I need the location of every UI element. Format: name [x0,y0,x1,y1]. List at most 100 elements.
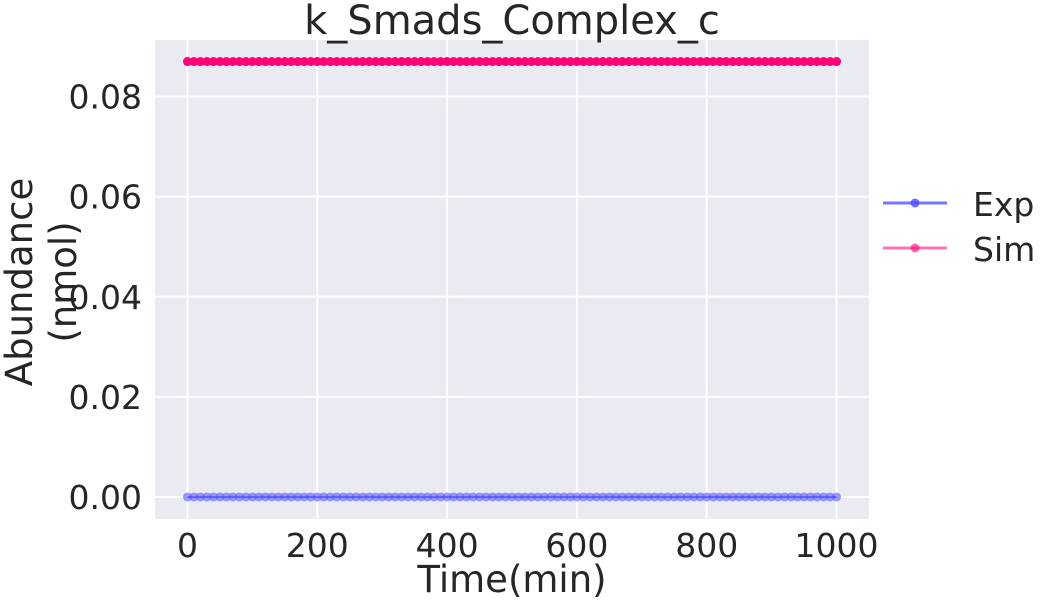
data-point [371,492,381,502]
data-point [780,57,790,67]
data-point [267,492,277,502]
data-point [221,492,231,502]
data-point [812,492,822,502]
data-point [390,492,400,502]
data-point [468,57,478,67]
data-point [410,492,420,502]
x-tick-label: 0 [177,526,198,565]
data-point [786,492,796,502]
data-point [520,57,530,67]
data-point [312,57,322,67]
data-point [384,57,394,67]
data-point [423,57,433,67]
data-point [578,492,588,502]
data-point [403,57,413,67]
data-point [617,57,627,67]
data-point [234,57,244,67]
data-point [676,492,686,502]
data-point [481,492,491,502]
data-point [533,492,543,502]
data-point [728,57,738,67]
data-point [299,492,309,502]
data-point [338,492,348,502]
data-point [345,57,355,67]
y-tick-label: 0.00 [69,478,142,517]
data-point [643,57,653,67]
data-point [215,492,225,502]
y-axis-label-line1: Abundance [0,178,41,386]
x-axis-label: Time(min) [416,558,606,601]
data-point [397,57,407,67]
data-point [358,492,368,502]
data-point [533,57,543,67]
data-point [293,57,303,67]
data-point [559,57,569,67]
data-point [598,57,608,67]
legend-sim-label: Sim [973,230,1035,269]
data-point [702,492,712,502]
data-point [767,492,777,502]
data-point [273,492,283,502]
data-point [721,492,731,502]
data-point [247,492,257,502]
data-point [390,57,400,67]
data-point [416,492,426,502]
series-exp [182,492,842,502]
data-point [436,492,446,502]
plot-background [155,40,869,519]
data-point [819,492,829,502]
data-point [598,492,608,502]
data-point [371,57,381,67]
data-point [786,57,796,67]
data-point [410,57,420,67]
data-point [228,57,238,67]
data-point [403,492,413,502]
data-point [273,57,283,67]
data-point [332,492,342,502]
data-point [358,57,368,67]
data-point [182,57,192,67]
data-point [234,492,244,502]
data-point [526,57,536,67]
x-tick-label: 600 [545,526,608,565]
data-point [429,492,439,502]
data-point [546,57,556,67]
data-point [799,492,809,502]
y-tick-label: 0.04 [69,278,142,317]
data-point [377,492,387,502]
data-point [494,492,504,502]
data-point [741,492,751,502]
data-point [319,57,329,67]
data-point [436,57,446,67]
data-point [397,492,407,502]
data-point [286,57,296,67]
data-point [559,492,569,502]
data-point [604,492,614,502]
data-point [747,492,757,502]
data-point [345,492,355,502]
data-point [507,492,517,502]
data-point [338,57,348,67]
data-point [637,492,647,502]
data-point [682,57,692,67]
data-point [195,492,205,502]
data-point [416,57,426,67]
data-point [455,57,465,67]
data-point [832,57,842,67]
data-point [306,57,316,67]
data-point [591,492,601,502]
data-point [806,492,816,502]
data-point [247,57,257,67]
data-point [501,492,511,502]
data-point [734,492,744,502]
data-point [364,492,374,502]
data-point [325,57,335,67]
data-point [312,492,322,502]
data-point [552,492,562,502]
data-point [267,57,277,67]
data-point [572,492,582,502]
data-point [793,492,803,502]
data-point [650,492,660,502]
data-point [793,57,803,67]
data-point [812,57,822,67]
